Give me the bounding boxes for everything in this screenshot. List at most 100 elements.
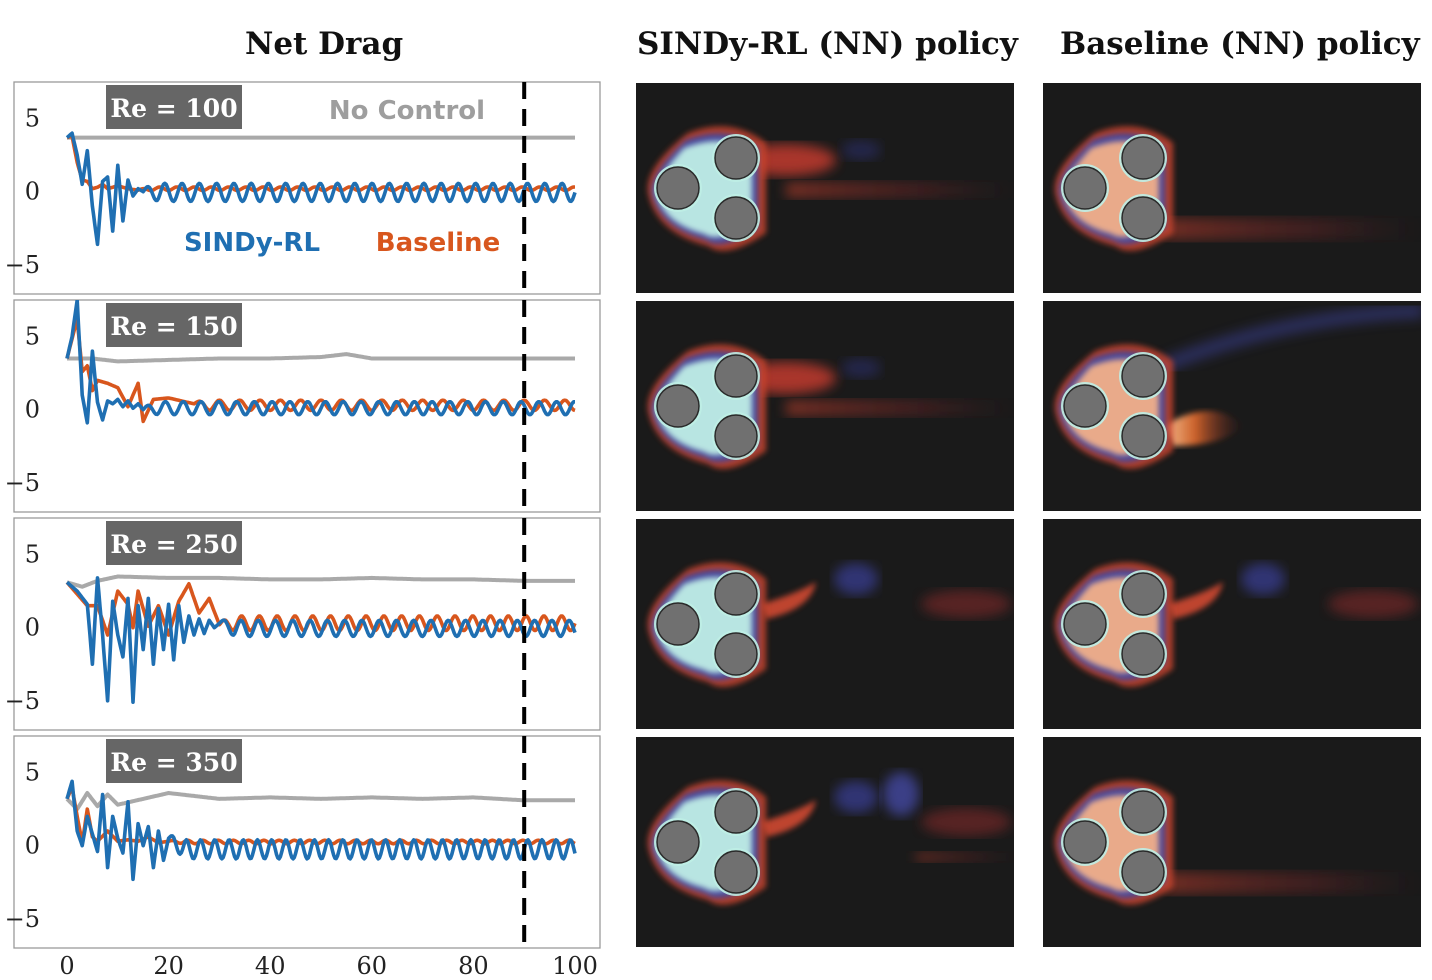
legend-baseline: Baseline	[376, 228, 500, 258]
cylinder-bottom	[714, 196, 758, 240]
wake-blue	[1241, 563, 1285, 595]
drag-panel-2: 5 0 −5 Re = 150	[5, 299, 601, 513]
re-label-text: Re = 250	[110, 530, 237, 559]
y-tick-label: −5	[5, 905, 40, 933]
wake-blue	[834, 781, 878, 813]
wake-blue	[841, 358, 881, 378]
re-label: Re = 100	[106, 85, 242, 129]
x-tick-label: 40	[255, 952, 286, 980]
drag-panel-1: 5 0 −5 Re = 100 No Control SINDy-RL Baseline	[5, 81, 601, 295]
x-tick-label: 0	[59, 952, 74, 980]
re-label: Re = 150	[106, 303, 242, 347]
y-tick-label: 5	[25, 105, 40, 133]
wake-red-tail	[916, 852, 1014, 862]
flow-field-baseline-4	[1043, 737, 1421, 947]
cylinder-top	[714, 136, 758, 180]
wake-blue-far	[883, 772, 919, 816]
x-tick-label: 80	[458, 952, 489, 980]
cylinder-top	[714, 354, 758, 398]
x-tick-label: 100	[552, 952, 598, 980]
flow-field-baseline-2	[1043, 301, 1421, 511]
cylinder-front	[1063, 820, 1107, 864]
series-line-sindy-rl	[65, 300, 576, 425]
series-line-sindy-rl	[65, 131, 577, 247]
series-line-no-control	[66, 352, 576, 364]
wake-red-tail	[786, 400, 1014, 416]
flow-field-sindy-3	[636, 519, 1014, 729]
wake-red-far	[921, 808, 1011, 836]
cylinder-bottom	[714, 632, 758, 676]
re-label-box	[106, 739, 242, 783]
y-tick-label: 5	[25, 759, 40, 787]
cylinder-top	[1121, 572, 1165, 616]
y-tick-label: 0	[25, 178, 40, 206]
re-label-box	[106, 303, 242, 347]
wake-red	[761, 800, 816, 837]
cylinder-front	[656, 820, 700, 864]
flow-field-baseline-3	[1043, 519, 1421, 729]
series-line-sindy-rl	[65, 779, 577, 882]
legend-no-control: No Control	[329, 96, 485, 126]
wake-red-tail	[1163, 872, 1421, 894]
cylinder-top	[714, 790, 758, 834]
cylinder-bottom	[714, 414, 758, 458]
wake-red-tail	[786, 182, 1014, 198]
baseline-policy-title: Baseline (NN) policy	[1060, 26, 1420, 62]
cylinder-front	[1063, 384, 1107, 428]
series-line-no-control	[65, 791, 576, 812]
cylinder-top	[1121, 790, 1165, 834]
y-tick-label: 0	[25, 832, 40, 860]
sindy-policy-title: SINDy-RL (NN) policy	[637, 26, 1018, 62]
series-line-baseline	[65, 785, 576, 846]
x-tick-label: 20	[153, 952, 184, 980]
flow-field-sindy-4	[636, 737, 1014, 947]
y-tick-label: 5	[25, 323, 40, 351]
cylinder-front	[1063, 602, 1107, 646]
cylinder-bottom	[1121, 414, 1165, 458]
cylinder-bottom	[1121, 850, 1165, 894]
wake-red-far	[921, 590, 1011, 618]
re-label-text: Re = 150	[110, 312, 237, 341]
wake-red	[1168, 582, 1223, 619]
y-tick-label: 5	[25, 541, 40, 569]
cylinder-front	[656, 384, 700, 428]
drag-panel-3: 5 0 −5 Re = 250	[5, 517, 601, 731]
cylinder-front	[1063, 166, 1107, 210]
cylinder-bottom	[1121, 196, 1165, 240]
wake-red-far	[1328, 590, 1418, 618]
cylinder-top	[714, 572, 758, 616]
cylinder-top	[1121, 354, 1165, 398]
re-label-text: Re = 350	[110, 748, 237, 777]
flow-field-sindy-1	[636, 83, 1014, 293]
series-group	[65, 131, 577, 247]
flow-field-sindy-2	[636, 301, 1014, 511]
y-tick-label: −5	[5, 251, 40, 279]
x-tick-label: 60	[357, 952, 388, 980]
re-label-box	[106, 85, 242, 129]
cylinder-front	[656, 602, 700, 646]
wake-red	[761, 582, 816, 619]
cylinder-bottom	[714, 850, 758, 894]
series-group	[65, 779, 577, 882]
re-label: Re = 250	[106, 521, 242, 565]
wake-blue-upper	[1160, 304, 1421, 373]
series-group	[65, 300, 576, 425]
y-tick-label: 0	[25, 614, 40, 642]
wake-bright	[1163, 411, 1243, 446]
re-label-text: Re = 100	[110, 94, 237, 123]
wake-blue	[834, 563, 878, 595]
series-group	[65, 574, 577, 704]
series-line-no-control	[66, 574, 576, 589]
cylinder-bottom	[1121, 632, 1165, 676]
cylinder-top	[1121, 136, 1165, 180]
cylinder-front	[656, 166, 700, 210]
wake-red-tail	[1163, 218, 1421, 240]
series-line-sindy-rl	[65, 576, 577, 704]
wake-blue	[841, 140, 881, 160]
y-tick-label: −5	[5, 469, 40, 497]
flow-field-baseline-1	[1043, 83, 1421, 293]
y-tick-label: −5	[5, 687, 40, 715]
legend-sindy-rl: SINDy-RL	[184, 228, 320, 258]
y-tick-label: 0	[25, 396, 40, 424]
